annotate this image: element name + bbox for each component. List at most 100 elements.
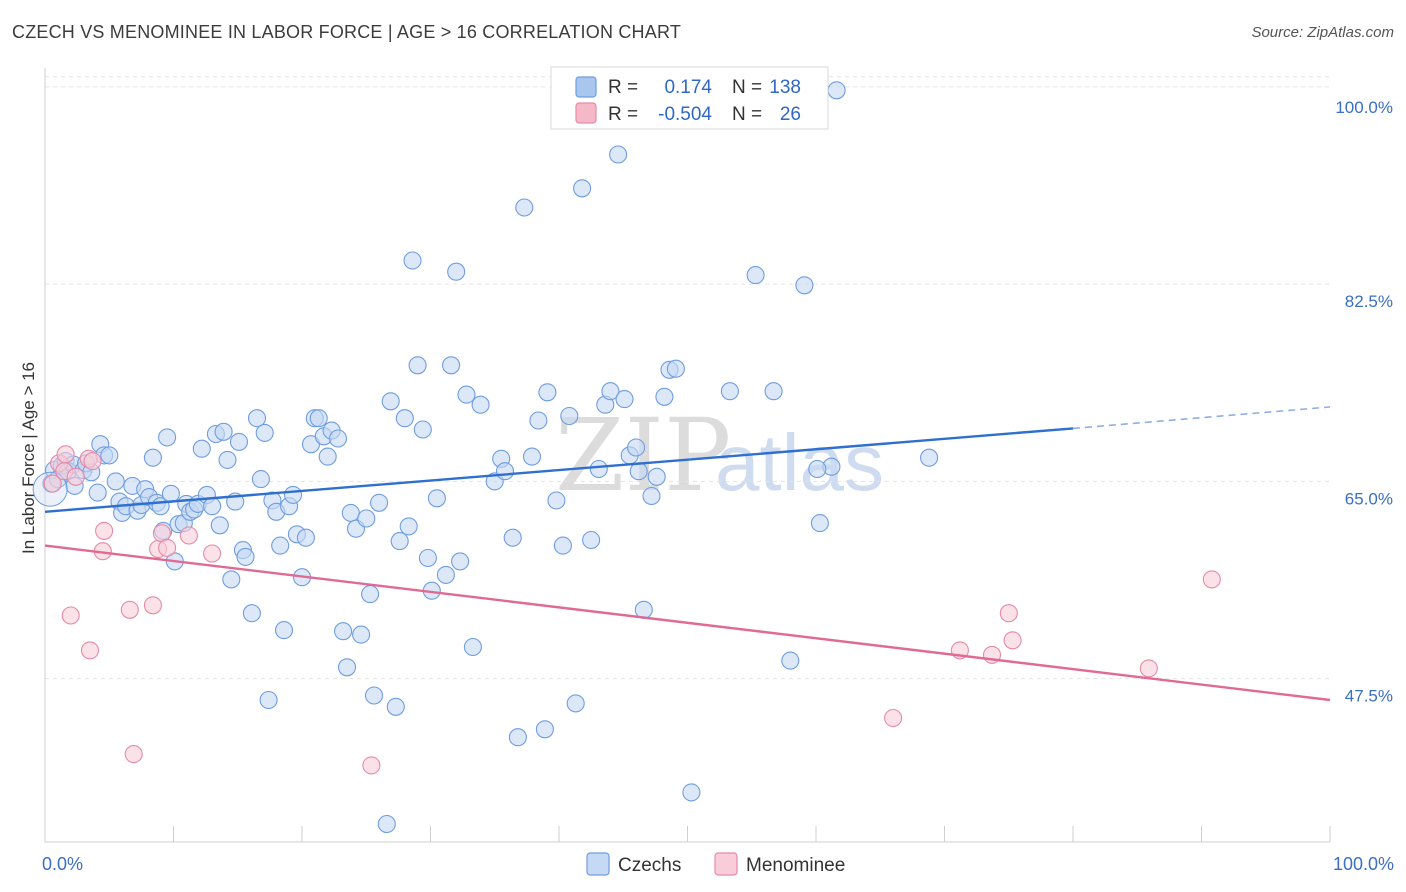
czechs-point bbox=[503, 528, 522, 547]
x-tick-labels: 0.0% 100.0% bbox=[42, 854, 1394, 874]
legend-r-value-menominee: -0.504 bbox=[658, 104, 712, 125]
czechs-point bbox=[403, 251, 422, 270]
y-axis-label: In Labor Force | Age > 16 bbox=[19, 362, 38, 554]
grid bbox=[45, 76, 1330, 680]
czechs-point bbox=[318, 447, 337, 466]
legend: R = 0.174 N = 138 R = -0.504 N = 26 bbox=[550, 66, 829, 130]
y-tick-label: 47.5% bbox=[1345, 687, 1393, 706]
czechs-point bbox=[427, 489, 446, 508]
bottom-legend-czechs: Czechs bbox=[618, 855, 681, 876]
czechs-point bbox=[386, 697, 405, 716]
menominee-point bbox=[158, 538, 177, 557]
czechs-point bbox=[627, 438, 646, 457]
czechs-point bbox=[808, 459, 827, 479]
czechs-point bbox=[810, 514, 829, 533]
czechs-point bbox=[158, 428, 177, 447]
czechs-point bbox=[222, 570, 241, 589]
czechs-point bbox=[746, 266, 765, 285]
bottom-legend-swatch-menominee bbox=[714, 852, 738, 876]
legend-r-label-czechs: R = bbox=[608, 77, 638, 98]
czechs-point bbox=[408, 356, 427, 375]
czechs-point bbox=[161, 484, 180, 503]
legend-r-label-menominee: R = bbox=[608, 104, 638, 125]
czechs-point bbox=[463, 637, 482, 657]
czechs-point bbox=[361, 585, 380, 604]
czechs-point bbox=[214, 422, 233, 441]
czechs-point bbox=[271, 536, 290, 555]
czechs-trend-line bbox=[44, 427, 1074, 513]
czechs-point bbox=[589, 459, 608, 479]
legend-box bbox=[550, 66, 829, 130]
menominee-trend-line bbox=[44, 544, 1331, 702]
czechs-point bbox=[274, 621, 294, 640]
watermark-atlas: atlas bbox=[715, 418, 884, 507]
czechs-point bbox=[553, 536, 572, 555]
czechs-point bbox=[535, 720, 554, 739]
y-tick-label: 100.0% bbox=[1335, 98, 1393, 117]
watermark: ZIP atlas bbox=[555, 397, 884, 514]
series-menominee bbox=[43, 445, 1221, 775]
menominee-point bbox=[61, 606, 80, 625]
menominee-point bbox=[80, 641, 100, 660]
czechs-point bbox=[357, 509, 376, 528]
czechs-point bbox=[334, 622, 353, 641]
czechs-point bbox=[682, 783, 701, 802]
czechs-trend-extension bbox=[1072, 406, 1331, 430]
czechs-point bbox=[218, 450, 237, 469]
czechs-point bbox=[247, 409, 267, 428]
czechs-point bbox=[399, 517, 418, 536]
czechs-point bbox=[457, 385, 476, 404]
czechs-point bbox=[381, 392, 400, 411]
czechs-point bbox=[296, 528, 315, 547]
czechs-point bbox=[242, 604, 261, 623]
czechs-point bbox=[364, 686, 384, 705]
czechs-point bbox=[795, 276, 814, 295]
czechs-point bbox=[442, 356, 461, 375]
czechs-point bbox=[413, 420, 432, 439]
menominee-point bbox=[120, 600, 139, 619]
czechs-point bbox=[764, 382, 783, 401]
axes bbox=[44, 68, 1331, 843]
legend-swatch-menominee bbox=[575, 102, 597, 124]
czechs-point bbox=[283, 485, 303, 504]
menominee-point bbox=[66, 467, 85, 486]
x-tick-label: 0.0% bbox=[42, 854, 83, 874]
czechs-point bbox=[88, 483, 107, 502]
menominee-point bbox=[362, 756, 381, 775]
menominee-point bbox=[95, 521, 114, 540]
menominee-point bbox=[83, 452, 102, 471]
menominee-point bbox=[999, 604, 1018, 623]
czechs-point bbox=[203, 497, 222, 516]
czechs-point bbox=[508, 728, 527, 747]
czechs-point bbox=[251, 470, 270, 489]
czechs-point bbox=[560, 406, 579, 426]
menominee-point bbox=[1202, 570, 1221, 589]
czechs-point bbox=[377, 814, 396, 834]
czechs-point bbox=[666, 359, 685, 378]
czechs-point bbox=[229, 432, 249, 451]
czechs-point bbox=[328, 429, 348, 448]
czechs-point bbox=[515, 198, 534, 217]
czechs-point bbox=[920, 448, 939, 467]
legend-n-label-czechs: N = bbox=[732, 77, 762, 98]
czechs-point bbox=[522, 447, 542, 466]
czechs-point bbox=[495, 462, 515, 481]
czechs-point bbox=[647, 467, 666, 486]
y-tick-label: 65.0% bbox=[1345, 489, 1393, 508]
czechs-point bbox=[390, 532, 409, 551]
czechs-point bbox=[601, 382, 620, 401]
czechs-point bbox=[720, 382, 739, 401]
source-label: Source: ZipAtlas.com bbox=[1251, 24, 1394, 41]
czechs-point bbox=[192, 439, 211, 458]
czechs-point bbox=[370, 493, 389, 512]
czechs-point bbox=[609, 145, 628, 164]
czechs-point bbox=[337, 658, 357, 677]
x-tick-label: 100.0% bbox=[1333, 854, 1394, 874]
czechs-point bbox=[566, 694, 585, 713]
series-czechs bbox=[32, 81, 939, 834]
bottom-legend-swatch-czechs bbox=[586, 852, 610, 876]
czechs-point bbox=[106, 472, 125, 491]
legend-n-value-menominee: 26 bbox=[780, 104, 801, 125]
y-tick-label: 82.5% bbox=[1345, 292, 1393, 311]
czechs-point bbox=[781, 651, 800, 670]
